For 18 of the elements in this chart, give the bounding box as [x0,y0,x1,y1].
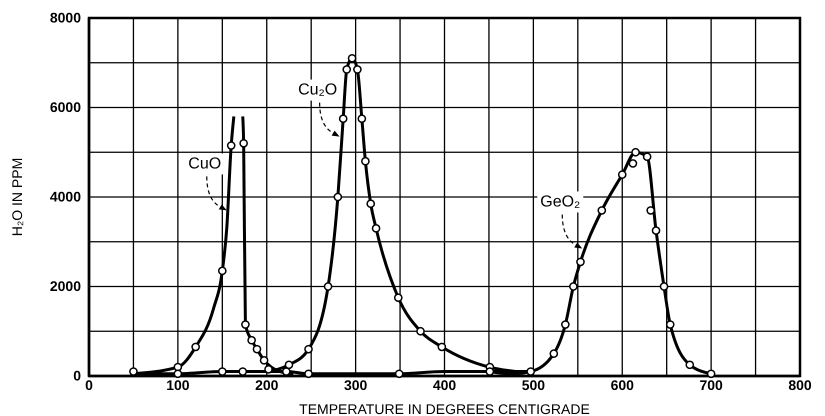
x-tick-label: 0 [85,376,94,393]
annotation: GeO₂ [540,193,580,210]
x-tick-label: 500 [522,376,546,393]
annotation: Cu₂O [298,82,338,99]
x-tick-label: 600 [610,376,634,393]
y-tick-label: 2000 [50,278,82,294]
y-tick-label: 8000 [50,9,82,26]
y-tick-label: 4000 [50,188,82,204]
x-tick-label: 300 [344,376,368,393]
x-tick-label: 700 [699,376,724,393]
x-tick-label: 800 [788,376,812,393]
x-tick-label: 100 [166,376,190,393]
annotation: CuO [188,155,222,172]
x-tick-label: 400 [432,376,456,393]
x-axis-title: TEMPERATURE IN DEGREES CENTIGRADE [299,401,590,416]
x-tick-label: 200 [255,376,279,393]
y-axis-title: H₂O IN PPM [9,158,25,236]
y-tick-label: 6000 [50,98,82,115]
